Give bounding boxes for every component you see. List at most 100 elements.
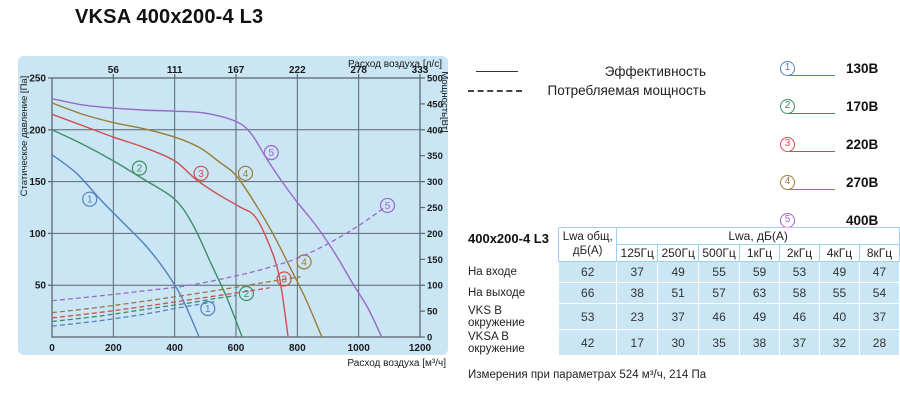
svg-text:333: 333 bbox=[412, 65, 429, 76]
curve-marker-number: 3 bbox=[198, 169, 204, 180]
svg-text:0: 0 bbox=[49, 343, 55, 354]
svg-text:250: 250 bbox=[29, 74, 46, 85]
legend-row-efficiency: Эффективность bbox=[468, 62, 706, 81]
voltage-label: 270В bbox=[846, 175, 879, 190]
solid-line-sample bbox=[468, 67, 528, 77]
pressure-curve-270В bbox=[51, 102, 323, 338]
band-value: 35 bbox=[698, 329, 741, 356]
pressure-curve-130В bbox=[51, 154, 200, 338]
band-value: 59 bbox=[739, 261, 780, 283]
freq-header: 2кГц bbox=[779, 244, 820, 262]
total-value: 66 bbox=[558, 282, 618, 304]
band-value: 46 bbox=[779, 303, 820, 330]
curve-marker-number: 4 bbox=[243, 169, 249, 180]
table-row: VKSA В окружение 42 17 30 35 38 37 32 28 bbox=[468, 329, 900, 356]
svg-text:150: 150 bbox=[29, 177, 46, 188]
svg-text:400: 400 bbox=[427, 125, 443, 136]
band-value: 40 bbox=[818, 303, 860, 330]
circled-number-icon: 1 bbox=[780, 61, 795, 76]
band-value: 38 bbox=[739, 329, 780, 356]
curve-marker bbox=[263, 144, 279, 161]
legend-color-line bbox=[789, 151, 835, 152]
table-row: VKS В окружение 53 23 37 46 49 46 40 37 bbox=[468, 303, 900, 330]
table-title: 400x200-4 L3 bbox=[468, 230, 549, 246]
curve-marker-number: 5 bbox=[385, 201, 391, 212]
svg-text:300: 300 bbox=[427, 177, 443, 188]
svg-text:200: 200 bbox=[105, 343, 122, 354]
svg-text:56: 56 bbox=[108, 65, 120, 76]
band-value: 57 bbox=[698, 282, 741, 304]
curve-marker bbox=[238, 285, 255, 302]
band-value: 37 bbox=[779, 329, 820, 356]
curve-marker bbox=[379, 197, 396, 214]
svg-text:50: 50 bbox=[35, 281, 47, 292]
svg-text:250: 250 bbox=[427, 203, 443, 214]
page-title: VKSA 400x200-4 L3 bbox=[75, 6, 264, 28]
curve-marker-number: 1 bbox=[205, 304, 211, 315]
svg-text:Мощность[Вт]: Мощность[Вт] bbox=[439, 71, 448, 132]
freq-header: 8кГц bbox=[858, 244, 900, 262]
band-value: 37 bbox=[858, 303, 900, 330]
curve-marker bbox=[276, 271, 292, 287]
curve-marker bbox=[82, 191, 98, 207]
circled-number-icon: 4 bbox=[780, 175, 795, 190]
svg-text:167: 167 bbox=[228, 65, 245, 76]
noise-table: 400x200-4 L3 Lwa общ, дБ(A) Lwa, дБ(A) 1… bbox=[468, 227, 900, 356]
legend-color-line bbox=[789, 113, 835, 114]
curve-marker bbox=[200, 300, 216, 317]
svg-text:222: 222 bbox=[289, 65, 306, 76]
band-value: 23 bbox=[616, 303, 659, 330]
noise-table-body: На входе 62 37 49 55 59 53 49 47 На выходе 66 38 51 5… bbox=[468, 261, 900, 356]
band-value: 63 bbox=[739, 282, 780, 304]
pressure-curve-170В bbox=[51, 129, 243, 338]
legend-color-line bbox=[789, 75, 835, 76]
svg-text:200: 200 bbox=[29, 125, 46, 136]
efficiency-legend-label: Эффективность bbox=[604, 64, 706, 79]
svg-text:350: 350 bbox=[427, 151, 443, 162]
freq-header: 4кГц bbox=[818, 244, 860, 262]
total-value: 62 bbox=[558, 261, 618, 283]
freq-header: 125Гц bbox=[616, 244, 659, 262]
svg-text:450: 450 bbox=[427, 99, 443, 110]
freq-header-row: 125Гц 250Гц 500Гц 1кГц 2кГц 4кГц 8кГц bbox=[468, 244, 900, 262]
circled-number-icon: 2 bbox=[780, 99, 795, 114]
svg-text:200: 200 bbox=[427, 229, 443, 240]
svg-text:400: 400 bbox=[166, 343, 183, 354]
curve-marker-number: 2 bbox=[137, 164, 143, 175]
band-value: 46 bbox=[698, 303, 741, 330]
svg-text:50: 50 bbox=[427, 307, 438, 318]
dashed-line-sample bbox=[468, 86, 528, 96]
svg-text:278: 278 bbox=[350, 65, 367, 76]
fan-curve-chart-panel: Расход воздуха [л/с] 56 111 167 222 278 333 250… bbox=[18, 56, 450, 355]
total-value: 53 bbox=[558, 303, 618, 330]
row-label: VKS В окружение bbox=[468, 304, 525, 329]
band-value: 32 bbox=[818, 329, 860, 356]
svg-text:100: 100 bbox=[29, 229, 46, 240]
table-row: На входе 62 37 49 55 59 53 49 47 bbox=[468, 261, 900, 283]
table-row: На выходе 66 38 51 57 63 58 55 54 bbox=[468, 282, 900, 304]
band-value: 53 bbox=[779, 261, 820, 283]
curve-marker bbox=[131, 160, 148, 176]
pressure-curve-400В bbox=[51, 98, 383, 338]
band-value: 58 bbox=[779, 282, 820, 304]
power-curve-270В bbox=[51, 276, 301, 314]
bottom-axis-label: Расход воздуха [м³/ч] bbox=[347, 358, 446, 369]
voltage-legend-item-170В: 2 170В bbox=[780, 94, 890, 132]
voltage-label: 130В bbox=[846, 61, 879, 76]
band-value: 17 bbox=[616, 329, 659, 356]
curve-marker-number: 5 bbox=[268, 148, 274, 159]
band-value: 55 bbox=[818, 282, 860, 304]
svg-text:600: 600 bbox=[228, 343, 245, 354]
total-value: 42 bbox=[558, 329, 618, 356]
curve-marker-number: 2 bbox=[244, 289, 250, 300]
band-value: 55 bbox=[698, 261, 741, 283]
line-type-legend: Эффективность Потребляемая мощность bbox=[468, 62, 706, 100]
voltage-label: 170В bbox=[846, 99, 879, 114]
band-value: 28 bbox=[858, 329, 900, 356]
power-curve-170В bbox=[51, 294, 237, 323]
curve-marker bbox=[193, 165, 209, 181]
power-legend-label: Потребляемая мощность bbox=[547, 83, 706, 98]
band-value: 37 bbox=[657, 303, 700, 330]
band-value: 49 bbox=[818, 261, 860, 283]
